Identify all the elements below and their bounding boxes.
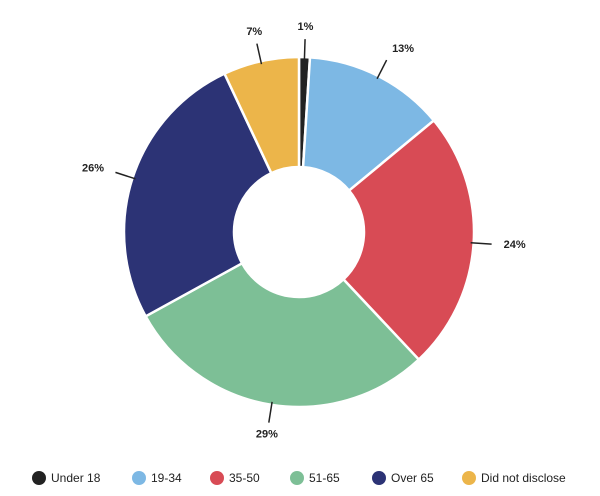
value-label: 1% [297, 21, 313, 33]
legend-swatch [290, 471, 304, 485]
donut-slice [222, 55, 301, 175]
legend-swatch [132, 471, 146, 485]
value-label: 13% [392, 43, 414, 55]
legend-swatch [372, 471, 386, 485]
value-label: 24% [504, 239, 526, 251]
value-label: 26% [82, 163, 104, 175]
legend-label: Did not disclose [481, 471, 566, 485]
legend-label: Over 65 [391, 471, 434, 485]
value-label: 7% [246, 26, 262, 38]
legend-label: 51-65 [309, 471, 340, 485]
donut-slice [341, 118, 476, 362]
legend-label: 35-50 [229, 471, 260, 485]
leader-line [256, 43, 263, 65]
donut-slice [122, 71, 273, 319]
legend-swatch [32, 471, 46, 485]
legend-swatch [462, 471, 476, 485]
leader-line [376, 59, 388, 80]
donut-slice [301, 56, 436, 193]
legend-swatch [210, 471, 224, 485]
donut-slice [143, 261, 421, 409]
leader-line [303, 39, 306, 61]
value-label: 29% [256, 428, 278, 440]
leader-line [268, 401, 273, 423]
leader-line [470, 242, 492, 245]
leader-line [115, 171, 136, 180]
legend-label: Under 18 [51, 471, 101, 485]
legend-label: 19-34 [151, 471, 182, 485]
